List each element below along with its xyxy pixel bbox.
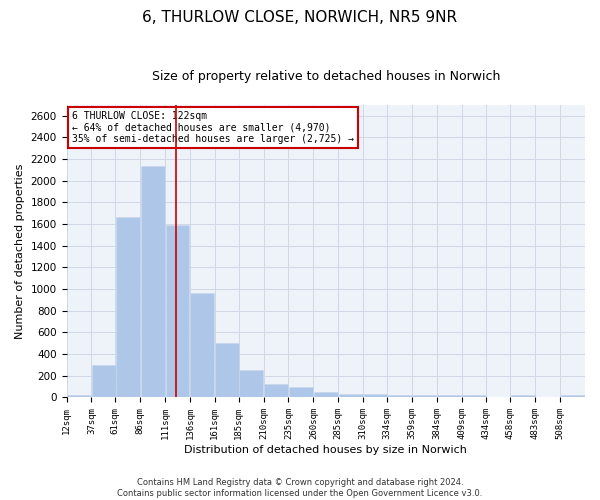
Text: Contains HM Land Registry data © Crown copyright and database right 2024.
Contai: Contains HM Land Registry data © Crown c… <box>118 478 482 498</box>
Bar <box>215 344 239 398</box>
Bar <box>339 394 362 398</box>
Bar <box>511 396 535 398</box>
Bar <box>264 384 288 398</box>
Bar <box>92 365 116 398</box>
Bar <box>166 224 190 398</box>
Y-axis label: Number of detached properties: Number of detached properties <box>15 164 25 339</box>
Bar <box>116 216 140 398</box>
Bar <box>437 396 461 398</box>
Bar <box>560 395 584 398</box>
Bar <box>364 394 388 398</box>
Bar <box>289 386 313 398</box>
X-axis label: Distribution of detached houses by size in Norwich: Distribution of detached houses by size … <box>184 445 467 455</box>
Bar <box>388 396 412 398</box>
Bar <box>412 396 436 398</box>
Bar <box>462 396 486 398</box>
Bar <box>190 294 214 398</box>
Text: 6, THURLOW CLOSE, NORWICH, NR5 9NR: 6, THURLOW CLOSE, NORWICH, NR5 9NR <box>142 10 458 25</box>
Bar <box>67 395 91 398</box>
Bar <box>314 392 338 398</box>
Bar <box>239 370 263 398</box>
Text: 6 THURLOW CLOSE: 122sqm
← 64% of detached houses are smaller (4,970)
35% of semi: 6 THURLOW CLOSE: 122sqm ← 64% of detache… <box>72 111 354 144</box>
Bar <box>140 166 164 398</box>
Title: Size of property relative to detached houses in Norwich: Size of property relative to detached ho… <box>152 70 500 83</box>
